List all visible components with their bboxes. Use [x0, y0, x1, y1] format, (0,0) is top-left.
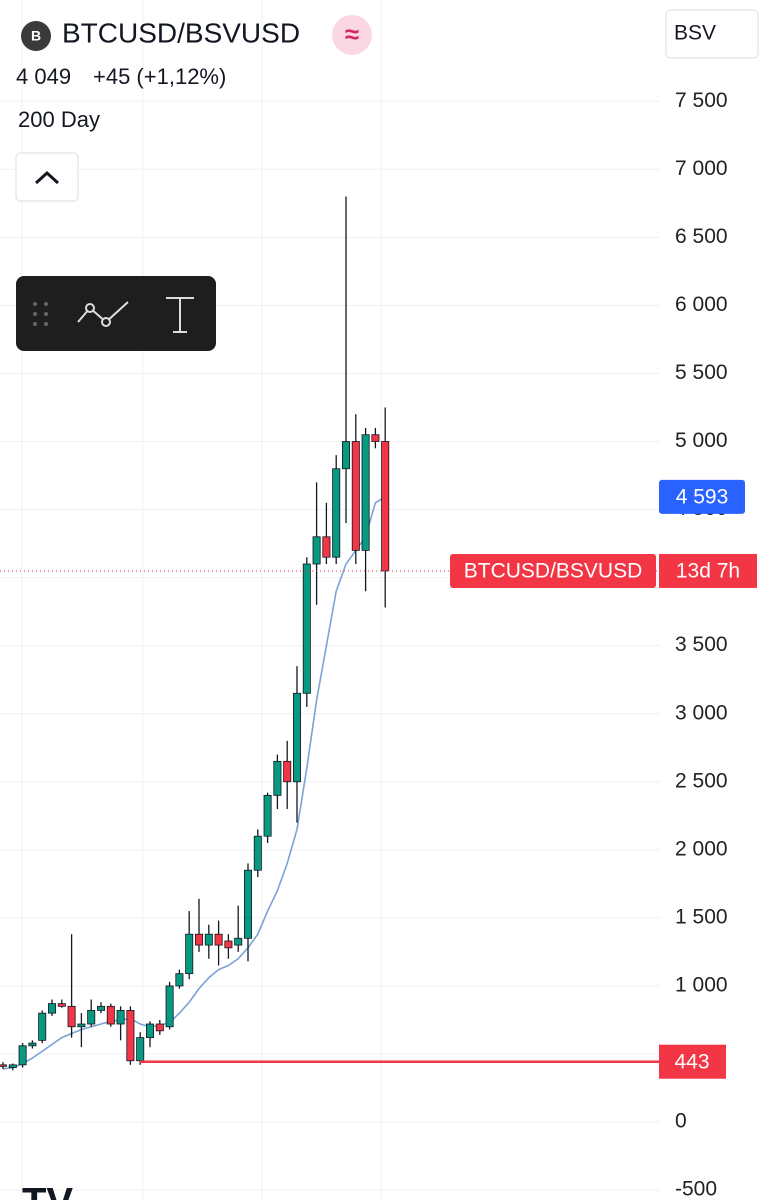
collapse-button[interactable] — [15, 152, 79, 202]
candle-body — [234, 937, 243, 946]
badge-letter: B — [31, 28, 41, 44]
y-tick-label: 2 000 — [675, 837, 728, 860]
candle-body — [194, 933, 203, 946]
candle-body — [67, 1005, 76, 1028]
candle-body — [273, 760, 282, 796]
compare-glyph: ≈ — [345, 19, 359, 49]
candle-body — [8, 1064, 17, 1068]
candle-body — [116, 1010, 125, 1025]
countdown-label: 13d 7h — [676, 559, 740, 582]
candle-body — [18, 1045, 27, 1066]
candle-body — [48, 1003, 57, 1014]
candle-body — [263, 794, 272, 837]
candle-body — [312, 536, 321, 565]
candle-body — [57, 1003, 66, 1007]
candle-body — [322, 536, 331, 558]
change: +45 (+1,12%) — [93, 64, 226, 89]
level-tag — [659, 1044, 726, 1079]
candle-body — [341, 441, 350, 470]
candle-body — [204, 933, 213, 946]
candle-body — [253, 835, 262, 871]
text-tool[interactable] — [166, 297, 194, 333]
candle-body — [38, 1012, 47, 1041]
candle-body — [371, 434, 380, 442]
moving-average — [2, 496, 386, 1070]
y-tick-label: 5 000 — [675, 429, 728, 452]
y-tick-label: 7 000 — [675, 157, 728, 180]
drag-handle[interactable] — [33, 302, 48, 326]
candle-body — [126, 1010, 135, 1062]
currency-button[interactable] — [665, 9, 759, 59]
y-tick-label: -500 — [675, 1178, 717, 1200]
candle-body — [87, 1010, 96, 1025]
candle-body — [361, 434, 370, 551]
candle-body — [351, 441, 360, 551]
ma-tag — [659, 479, 745, 514]
candle-body — [292, 692, 301, 783]
candle-body — [224, 940, 233, 949]
trend-tool[interactable] — [77, 301, 129, 324]
candle-body — [381, 441, 390, 572]
candle-body — [28, 1042, 37, 1047]
candle-body — [136, 1037, 145, 1062]
y-tick-label: 1 000 — [675, 973, 728, 996]
y-tick-label: 2 500 — [675, 769, 728, 792]
ma-tag-label: 4 593 — [676, 485, 729, 508]
y-tick-label: 6 000 — [675, 293, 728, 316]
candle-body — [145, 1023, 154, 1039]
y-tick-label: 5 500 — [675, 361, 728, 384]
indicator: 200 Day — [18, 107, 100, 132]
price-tag-countdown — [659, 553, 757, 588]
candle-body — [155, 1023, 164, 1032]
candle-body — [165, 985, 174, 1028]
y-tick-label: 3 000 — [675, 701, 728, 724]
candle-body — [77, 1023, 86, 1028]
price-tag-symbol — [450, 553, 656, 588]
candle-body — [185, 933, 194, 975]
price: 4 049 — [16, 64, 71, 89]
candle-body — [283, 760, 292, 783]
candle-body — [214, 933, 223, 946]
y-tick-label: 3 500 — [675, 633, 728, 656]
y-tick-label: 7 500 — [675, 89, 728, 112]
y-tick-label: 1 500 — [675, 905, 728, 928]
candle-body — [106, 1005, 115, 1025]
level-label: 443 — [674, 1050, 709, 1073]
symbol-badge — [21, 21, 51, 51]
compare-icon[interactable] — [332, 15, 372, 55]
candle-body — [332, 468, 341, 558]
candle-body — [97, 1005, 106, 1011]
candle-body — [302, 563, 311, 694]
candle-body — [175, 973, 184, 987]
symbol: BTCUSD/BSVUSD — [62, 17, 300, 48]
price-tag-label: BTCUSD/BSVUSD — [464, 559, 643, 582]
chevron — [34, 170, 60, 185]
candle-body — [243, 869, 252, 939]
y-tick-label: 6 500 — [675, 225, 728, 248]
candle-body — [0, 1064, 7, 1067]
y-tick-label: 0 — [675, 1110, 687, 1133]
currency-label: BSV — [674, 22, 716, 45]
logo: TV — [22, 1181, 73, 1200]
